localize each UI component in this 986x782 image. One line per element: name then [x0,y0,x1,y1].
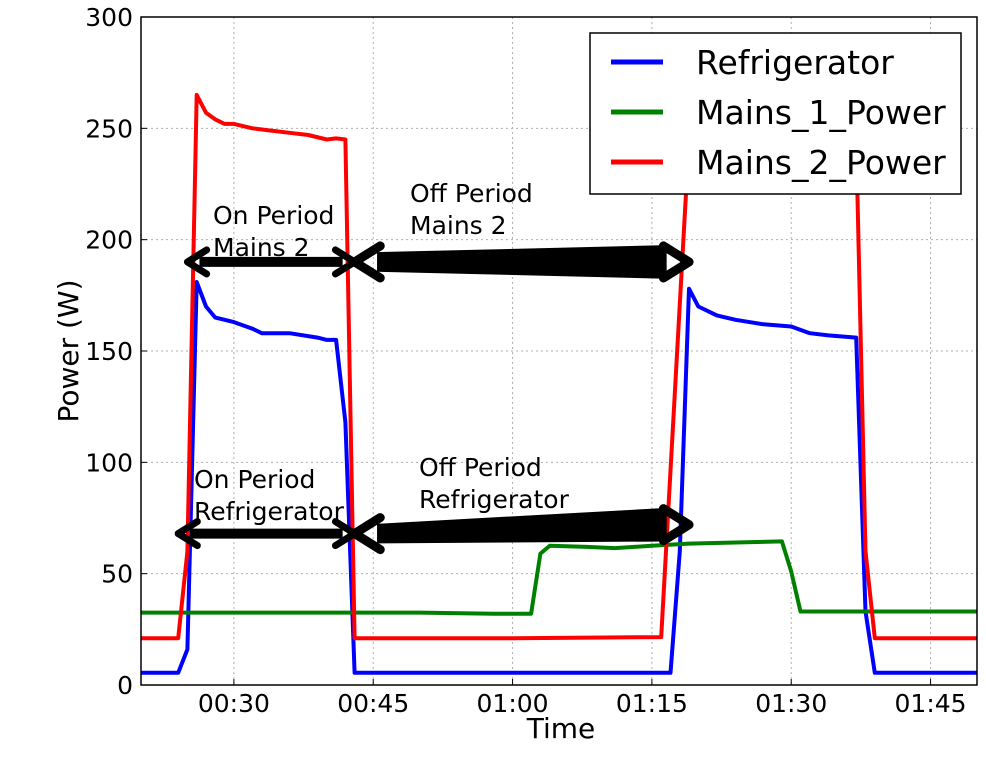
annotations: On Period Mains 2 Off Period Mains 2 On Peri… [174,179,694,555]
x-axis-label: Time [526,712,596,745]
annotation-text: Mains 2 [410,211,507,240]
annotation-arrowhead-left [350,513,385,555]
y-tick-label: 150 [85,337,133,366]
y-tick-label: 200 [85,226,133,255]
legend-label: Mains_1_Power [696,93,946,132]
y-tick-label: 50 [101,560,133,589]
axis-ticks: 0 50 100 150 200 250 300 00:30 00:45 01:00 01:15 01… [85,3,966,718]
x-tick-label: 01:30 [755,689,827,718]
annotation-text: Refrigerator [419,485,570,514]
annotation-arrowhead-left [174,518,201,550]
annotation-text: On Period [213,201,334,230]
x-tick-label: 01:00 [477,689,549,718]
annotation-text: On Period [194,465,315,494]
annotation-arrow-shaft [377,507,667,544]
annotation-arrowhead-right [658,504,694,546]
annotation-text: Mains 2 [213,233,310,262]
legend-label: Refrigerator [696,43,894,82]
y-tick-label: 300 [85,3,133,32]
x-tick-label: 00:30 [198,689,270,718]
annotation-text: Off Period [419,453,542,482]
series-line-refrigerator [141,280,977,675]
annotation-text: Refrigerator [194,497,345,526]
annotation-arrowhead-left [350,241,385,283]
annotation-arrowhead-right [658,241,694,283]
annotation-arrowhead-left [183,246,211,278]
y-tick-label: 100 [85,448,133,477]
annotation-text: Off Period [410,179,533,208]
legend-label: Mains_2_Power [696,143,946,182]
y-tick-label: 0 [117,671,133,700]
annotation-arrow-shaft [377,245,667,279]
x-tick-label: 01:15 [616,689,688,718]
legend: Refrigerator Mains_1_Power Mains_2_Power [589,32,962,195]
series-line-mains-1-power [141,539,977,616]
x-tick-label: 00:45 [337,689,409,718]
y-tick-label: 250 [85,114,133,143]
x-tick-label: 01:45 [895,689,967,718]
y-axis-label: Power (W) [52,279,85,422]
